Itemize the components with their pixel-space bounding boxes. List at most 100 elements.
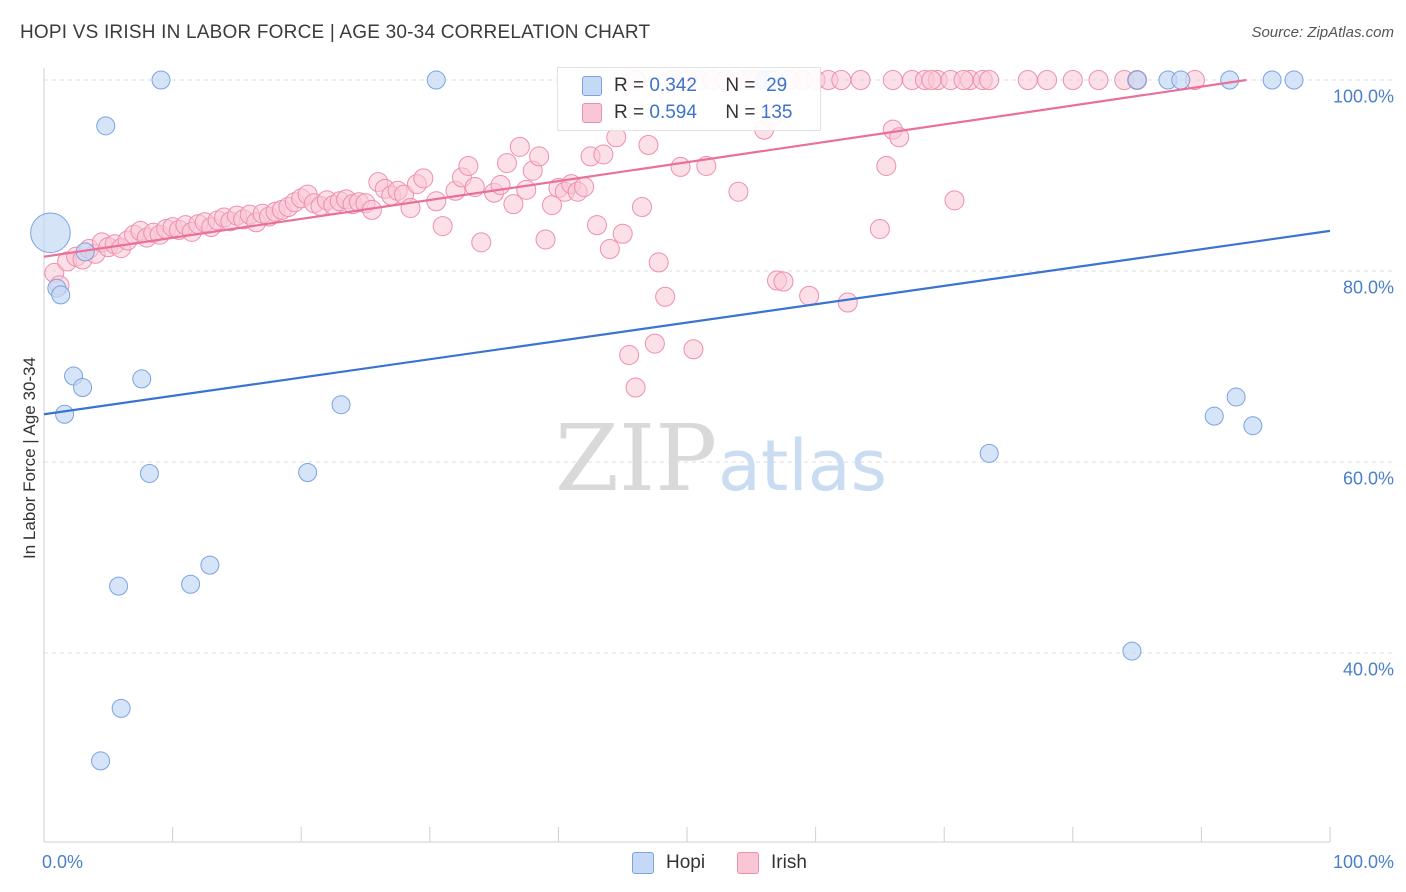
irish-point — [882, 70, 903, 90]
hopi-point — [109, 576, 129, 596]
hopi-n-value: 29 — [766, 75, 788, 96]
irish-point — [644, 333, 665, 354]
hopi-point — [1226, 387, 1246, 407]
irish-point — [541, 195, 562, 216]
irish-trend-line — [43, 78, 1247, 258]
hopi-point — [1284, 70, 1304, 90]
irish-point — [670, 156, 691, 177]
irish-point — [850, 70, 871, 90]
hopi-point — [1122, 641, 1142, 661]
irish-point — [593, 144, 614, 165]
hopi-point — [331, 395, 351, 415]
x-tick-label-max: 100.0% — [1332, 852, 1394, 872]
n-label: N = — [725, 75, 756, 96]
irish-point — [516, 179, 537, 200]
irish-point — [509, 136, 530, 157]
irish-point — [648, 252, 669, 273]
hopi-point — [1243, 416, 1263, 436]
grid-lines — [44, 79, 1392, 654]
irish-legend-swatch — [737, 852, 759, 874]
irish-n-value: 135 — [760, 102, 793, 123]
n-label: N = — [725, 102, 756, 123]
hopi-point — [1204, 406, 1224, 426]
hopi-point — [1127, 70, 1147, 90]
hopi-trend-line — [43, 229, 1331, 416]
watermark-zip: ZIP — [555, 405, 717, 512]
legend-hopi[interactable]: Hopi — [632, 852, 705, 874]
irish-point — [612, 223, 633, 244]
irish-point — [876, 155, 897, 176]
watermark: ZIP atlas — [555, 405, 887, 512]
hopi-point — [200, 555, 220, 575]
irish-point — [831, 70, 852, 90]
hopi-point — [181, 574, 201, 594]
irish-legend-label: Irish — [771, 852, 807, 873]
irish-swatch — [582, 103, 602, 123]
legend-irish[interactable]: Irish — [737, 852, 807, 874]
irish-series — [44, 70, 1205, 398]
irish-point — [869, 218, 890, 239]
irish-point — [837, 292, 858, 313]
irish-point — [979, 70, 1000, 90]
irish-point — [953, 70, 974, 90]
hopi-point — [73, 378, 93, 398]
hopi-point — [51, 285, 71, 305]
legend-row-hopi: R = 0.342 N = 29 — [582, 74, 787, 98]
irish-point — [458, 155, 479, 176]
irish-point — [529, 146, 550, 167]
hopi-legend-swatch — [632, 852, 654, 874]
irish-point — [574, 176, 595, 197]
legend-row-irish: R = 0.594 N = 135 — [582, 101, 792, 125]
irish-point — [496, 153, 517, 174]
y-tick-label: 100.0% — [1332, 86, 1394, 107]
hopi-point — [979, 443, 999, 463]
hopi-point — [111, 698, 131, 718]
hopi-point — [426, 70, 446, 90]
irish-point — [1037, 70, 1058, 90]
y-tick-label: 80.0% — [1342, 277, 1394, 298]
irish-point — [426, 191, 447, 212]
irish-point — [619, 345, 640, 366]
y-tick-label: 60.0% — [1342, 468, 1394, 489]
hopi-swatch — [582, 76, 602, 96]
irish-point — [586, 215, 607, 236]
hopi-point — [151, 70, 171, 90]
irish-point — [490, 175, 511, 196]
irish-point — [625, 377, 646, 398]
hopi-point — [96, 116, 116, 136]
irish-point — [631, 197, 652, 218]
irish-point — [773, 271, 794, 292]
r-label: R = — [614, 102, 645, 123]
irish-point — [432, 216, 453, 237]
irish-point — [728, 181, 749, 202]
irish-point — [696, 155, 717, 176]
chart-title: HOPI VS IRISH IN LABOR FORCE | AGE 30-34… — [20, 22, 651, 43]
hopi-point — [298, 463, 318, 483]
stats-legend: R = 0.342 N = 29 R = 0.594 N = 135 — [557, 67, 821, 131]
irish-point — [535, 229, 556, 250]
irish-point — [503, 194, 524, 215]
irish-point — [471, 232, 492, 253]
hopi-point — [139, 463, 159, 483]
hopi-point — [1171, 70, 1191, 90]
hopi-point — [91, 751, 111, 771]
irish-point — [413, 168, 434, 189]
watermark-atlas: atlas — [718, 425, 887, 507]
hopi-point — [132, 369, 152, 389]
irish-point — [944, 190, 965, 211]
irish-point — [1088, 70, 1109, 90]
irish-point — [799, 285, 820, 306]
y-axis-label: In Labor Force | Age 30-34 — [20, 357, 39, 559]
hopi-point — [1220, 70, 1240, 90]
axes — [43, 68, 1331, 843]
hopi-point — [1262, 70, 1282, 90]
hopi-point — [55, 404, 75, 424]
hopi-legend-label: Hopi — [666, 852, 706, 873]
x-tick-label-min: 0.0% — [42, 852, 84, 872]
source-label: Source: ZipAtlas.com — [1251, 24, 1394, 41]
irish-point — [655, 286, 676, 307]
irish-point — [921, 70, 942, 90]
irish-point — [1017, 70, 1038, 90]
irish-r-value: 0.594 — [649, 102, 697, 123]
